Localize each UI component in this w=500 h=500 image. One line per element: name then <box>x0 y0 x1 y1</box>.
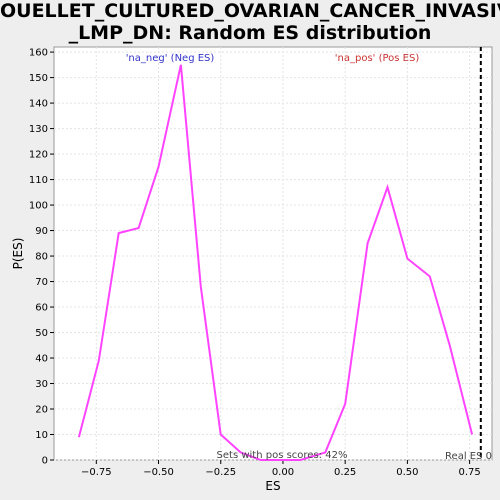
y-tick-label: 80 <box>35 252 48 263</box>
x-tick-label: 0.25 <box>334 467 356 478</box>
y-axis-label: P(ES) <box>11 238 25 270</box>
x-tick-label: −0.75 <box>81 467 112 478</box>
y-tick-label: 160 <box>29 48 48 59</box>
y-tick-label: 30 <box>35 379 48 390</box>
y-tick-label: 140 <box>29 99 48 110</box>
x-tick-label: −0.25 <box>205 467 236 478</box>
sets-pos-scores-text: Sets with pos scores: 42% <box>217 450 348 461</box>
chart-title: OUELLET_CULTURED_OVARIAN_CANCER_INVASIVE… <box>0 0 500 44</box>
y-tick-label: 90 <box>35 226 48 237</box>
real-es-label: Real ES 0 <box>445 451 492 462</box>
y-tick-label: 0 <box>42 456 48 467</box>
y-tick-label: 110 <box>29 175 48 186</box>
chart-title-line-2: _LMP_DN: Random ES distribution <box>68 22 432 44</box>
y-tick-label: 100 <box>29 201 48 212</box>
x-tick-label: 0.75 <box>458 467 480 478</box>
y-tick-label: 150 <box>29 73 48 84</box>
x-tick-label: 0.50 <box>396 467 418 478</box>
es-distribution-line <box>77 64 474 461</box>
y-tick-label: 40 <box>35 354 48 365</box>
pos-es-label: 'na_pos' (Pos ES) <box>335 53 420 64</box>
x-tick-label: 0.00 <box>272 467 294 478</box>
y-tick-label: 60 <box>35 303 48 314</box>
grid-lines <box>54 47 492 461</box>
y-tick-label: 70 <box>35 277 48 288</box>
x-tick-label: −0.50 <box>143 467 174 478</box>
y-tick-label: 130 <box>29 124 48 135</box>
y-axis: 0 10 20 30 40 50 60 70 80 90 100 110 120 130 140 150 160 <box>29 48 54 467</box>
y-tick-label: 50 <box>35 328 48 339</box>
plot-area <box>53 46 493 461</box>
chart-title-line-1: OUELLET_CULTURED_OVARIAN_CANCER_INVASIVE… <box>0 0 500 22</box>
y-tick-label: 20 <box>35 405 48 416</box>
y-tick-label: 10 <box>35 430 48 441</box>
x-axis-label: ES <box>265 479 280 493</box>
x-axis: −0.75 −0.50 −0.25 0.00 0.25 0.50 0.75 <box>81 460 481 478</box>
y-tick-label: 120 <box>29 150 48 161</box>
neg-es-label: 'na_neg' (Neg ES) <box>126 53 215 64</box>
